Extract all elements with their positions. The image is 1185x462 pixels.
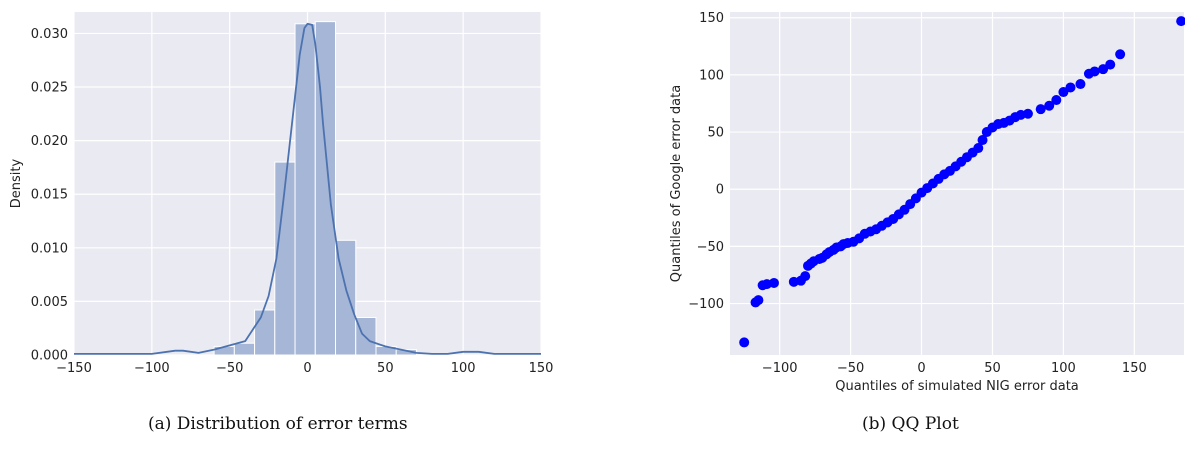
histogram-bar — [314, 21, 337, 356]
y-tick-label: 0 — [716, 183, 724, 198]
qq-point — [1098, 64, 1109, 75]
y-tick-label: 150 — [699, 11, 724, 26]
y-tick-label: 0.005 — [31, 295, 68, 310]
y-tick-label: 0.025 — [31, 81, 68, 96]
y-tick-label: 0.010 — [31, 241, 68, 256]
y-tick-label: 0.020 — [31, 134, 68, 149]
qq-plot-chart: −100 −50 0 50 100 150 −100 −50 0 50 100 150 Quantile… — [669, 11, 1185, 394]
x-tick-label: 50 — [377, 361, 394, 376]
histogram-bar — [254, 309, 276, 356]
qq-point — [1115, 49, 1126, 60]
y-tick-label: 0.015 — [31, 188, 68, 203]
qq-point — [1044, 100, 1055, 111]
x-tick-label: 150 — [1122, 361, 1147, 376]
y-tick-label: −50 — [697, 240, 724, 255]
qq-point — [1089, 66, 1100, 77]
x-tick-label: −50 — [837, 361, 864, 376]
x-tick-label: 50 — [984, 361, 1001, 376]
x-tick-label: 100 — [1051, 361, 1076, 376]
caption-qq-plot: (b) QQ Plot — [862, 414, 959, 434]
x-tick-label: −100 — [134, 361, 170, 376]
histogram-chart: −150 −100 −50 0 50 100 150 0.000 0.005 0.010 0.015… — [9, 12, 554, 376]
qq-point — [1058, 87, 1069, 98]
qq-point — [1075, 79, 1086, 90]
qq-point — [1176, 16, 1185, 27]
qq-point — [739, 337, 750, 348]
y-tick-label: 50 — [707, 126, 724, 141]
density-curve — [74, 22, 541, 355]
qq-point — [1022, 108, 1033, 119]
qq-point — [977, 135, 988, 146]
qq-point — [753, 295, 764, 306]
qq-point — [800, 271, 811, 282]
caption-distribution: (a) Distribution of error terms — [148, 414, 408, 434]
qq-point — [973, 143, 984, 154]
histogram-bar — [233, 342, 256, 356]
y-axis-label: Density — [9, 158, 24, 208]
x-tick-label: 0 — [303, 361, 311, 376]
x-tick-label: 0 — [917, 361, 925, 376]
x-tick-label: 100 — [451, 361, 476, 376]
y-tick-label: 0.030 — [31, 27, 68, 42]
x-tick-label: −100 — [762, 361, 798, 376]
qq-point — [1065, 82, 1076, 93]
x-axis-label: Quantiles of simulated NIG error data — [835, 379, 1079, 394]
qq-point — [1105, 59, 1116, 70]
qq-point — [1035, 104, 1046, 115]
y-tick-label: 0.000 — [31, 349, 68, 364]
y-axis-label: Quantiles of Google error data — [669, 85, 684, 282]
x-tick-label: −50 — [216, 361, 243, 376]
qq-point — [1051, 95, 1062, 106]
x-tick-label: −150 — [56, 361, 92, 376]
x-tick-label: 150 — [529, 361, 554, 376]
y-tick-label: 100 — [699, 68, 724, 83]
qq-point — [768, 277, 779, 288]
y-tick-label: −100 — [688, 297, 724, 312]
